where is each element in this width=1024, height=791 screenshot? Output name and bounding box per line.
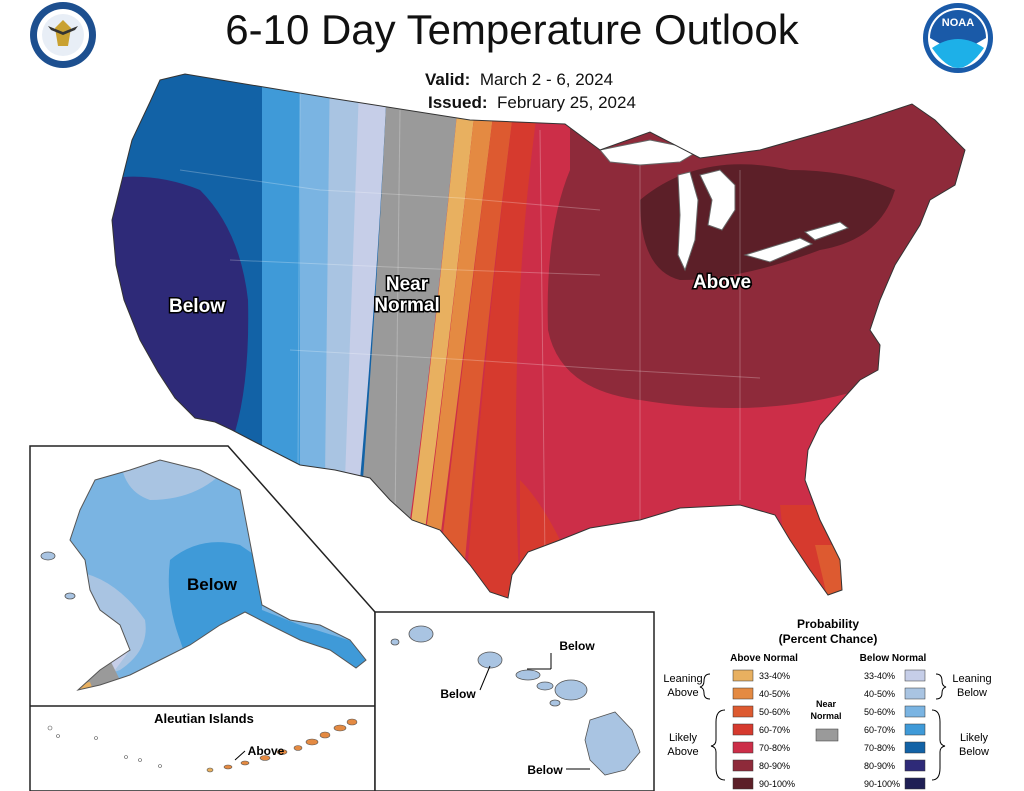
legend-above-label: 50-60% bbox=[759, 707, 790, 717]
legend-below-swatch bbox=[904, 723, 926, 736]
leaning-below-2: Below bbox=[957, 687, 987, 699]
legend-below-swatch bbox=[904, 669, 926, 682]
legend-below-swatch bbox=[904, 741, 926, 754]
legend-above-label: 33-40% bbox=[759, 671, 790, 681]
legend-above-label: 60-70% bbox=[759, 725, 790, 735]
legend-below-swatch bbox=[904, 759, 926, 772]
noaa-logo: NOAA bbox=[923, 3, 993, 73]
legend-above-label: 70-80% bbox=[759, 743, 790, 753]
legend-below-label: 80-90% bbox=[864, 761, 895, 771]
issued-value: February 25, 2024 bbox=[496, 93, 636, 112]
legend-above-swatch bbox=[732, 687, 754, 700]
legend-above-swatch bbox=[732, 759, 754, 772]
alaska-below-label: Below bbox=[187, 575, 238, 594]
valid-label: Valid: bbox=[425, 70, 471, 89]
leaning-above-2: Above bbox=[667, 687, 698, 699]
hawaii-below-label-south: Below bbox=[527, 763, 563, 777]
legend-above-header: Above Normal bbox=[730, 653, 798, 664]
hawaii-islands bbox=[390, 625, 641, 776]
legend-above-swatch bbox=[732, 741, 754, 754]
legend-near-label-2: Normal bbox=[810, 711, 841, 721]
likely-below-2: Below bbox=[959, 746, 989, 758]
western-aleutians bbox=[47, 725, 162, 768]
legend-below-label: 70-80% bbox=[864, 743, 895, 753]
legend-below-swatch bbox=[904, 777, 926, 790]
conus-below-label: Below bbox=[169, 296, 225, 317]
legend-below-swatch bbox=[904, 705, 926, 718]
near-normal-label-2: Normal bbox=[374, 295, 439, 316]
alaska-outline bbox=[69, 459, 367, 691]
legend-above-label: 90-100% bbox=[759, 779, 795, 789]
leaning-below-1: Leaning bbox=[952, 673, 991, 685]
valid-value: March 2 - 6, 2024 bbox=[479, 70, 614, 89]
legend-above-swatch bbox=[732, 723, 754, 736]
issued-line: Issued: February 25, 2024 bbox=[428, 93, 636, 113]
legend-below-label: 33-40% bbox=[864, 671, 895, 681]
legend-above-label: 80-90% bbox=[759, 761, 790, 771]
conus-outline bbox=[111, 73, 966, 599]
legend-near-label-1: Near bbox=[816, 699, 837, 709]
aleutian-title: Aleutian Islands bbox=[154, 711, 254, 726]
legend-above-swatches: 33-40% 40-50% 50-60% 60-70% 70-80% 80-90% 90-1… bbox=[732, 669, 795, 790]
legend-title-2: (Percent Chance) bbox=[779, 632, 878, 646]
legend-above-label: 40-50% bbox=[759, 689, 790, 699]
legend-title-1: Probability bbox=[797, 617, 859, 631]
issued-label: Issued: bbox=[428, 93, 488, 112]
noaa-logo-text: NOAA bbox=[942, 17, 974, 29]
legend-below-label: 60-70% bbox=[864, 725, 895, 735]
hawaii-below-label-west: Below bbox=[440, 687, 476, 701]
legend-below-label: 40-50% bbox=[864, 689, 895, 699]
likely-below-1: Likely bbox=[960, 732, 989, 744]
legend-below-header: Below Normal bbox=[860, 653, 927, 664]
legend-below-label: 90-100% bbox=[864, 779, 900, 789]
near-normal-label-1: Near bbox=[386, 274, 429, 295]
likely-above-1: Likely bbox=[669, 732, 698, 744]
conus-above-label: Above bbox=[693, 272, 751, 293]
valid-line: Valid: March 2 - 6, 2024 bbox=[425, 70, 613, 90]
legend-below-swatches: 33-40% 40-50% 50-60% 60-70% 70-80% 80-90% 90-1… bbox=[864, 669, 926, 790]
legend-below-swatch bbox=[904, 687, 926, 700]
legend: Probability (Percent Chance) Above Norma… bbox=[663, 617, 992, 790]
aleutian-above-label: Above bbox=[248, 744, 285, 758]
legend-above-swatch bbox=[732, 705, 754, 718]
leaning-above-1: Leaning bbox=[663, 673, 702, 685]
map-title: 6-10 Day Temperature Outlook bbox=[225, 6, 799, 53]
doc-seal-logo bbox=[30, 2, 96, 68]
likely-above-2: Above bbox=[667, 746, 698, 758]
legend-above-swatch bbox=[732, 669, 754, 682]
hawaii-below-label-north: Below bbox=[559, 639, 595, 653]
legend-above-swatch bbox=[732, 777, 754, 790]
legend-near-swatch bbox=[815, 728, 839, 742]
aleutian-islands bbox=[206, 718, 358, 773]
legend-below-label: 50-60% bbox=[864, 707, 895, 717]
